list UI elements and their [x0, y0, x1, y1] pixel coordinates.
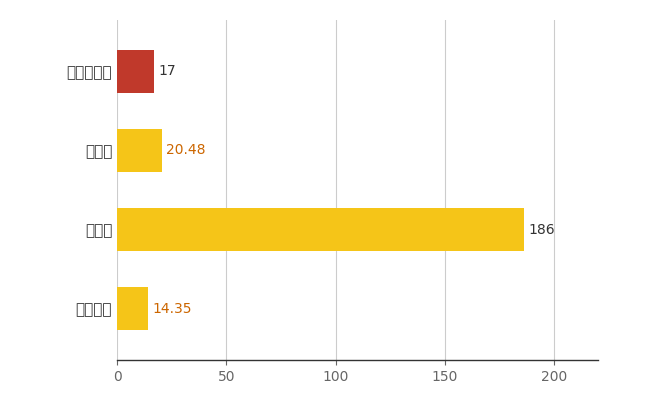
- Text: 17: 17: [159, 64, 176, 78]
- Bar: [117, 50, 154, 93]
- Text: 186: 186: [528, 222, 554, 236]
- Text: 14.35: 14.35: [153, 302, 192, 316]
- Bar: [117, 287, 148, 330]
- Bar: [117, 208, 524, 251]
- Bar: [117, 129, 162, 172]
- Text: 20.48: 20.48: [166, 144, 205, 158]
